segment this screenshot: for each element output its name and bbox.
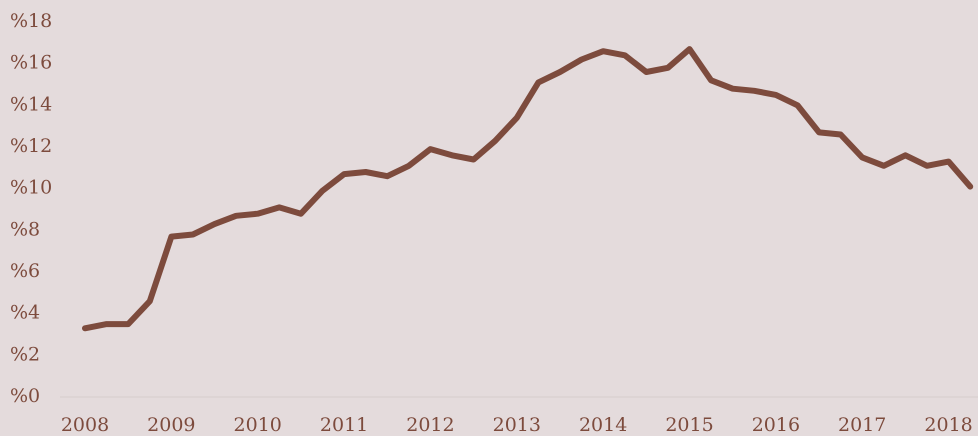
x-tick-label: 2013	[493, 414, 541, 436]
y-tick-label: %6	[10, 260, 40, 282]
x-tick-label: 2011	[320, 414, 368, 436]
x-tick-label: 2015	[665, 414, 713, 436]
line	[82, 46, 974, 332]
y-tick-label: %14	[10, 93, 52, 115]
x-tick-label: 2017	[838, 414, 886, 436]
y-tick-label: %8	[10, 218, 40, 240]
x-tick-label: 2008	[61, 414, 109, 436]
x-tick-label: 2010	[234, 414, 282, 436]
y-tick-label: %18	[10, 10, 52, 32]
y-tick-label: %12	[10, 135, 52, 157]
x-tick-label: 2018	[924, 414, 972, 436]
x-tick-label: 2009	[147, 414, 195, 436]
y-tick-label: %16	[10, 52, 52, 74]
x-tick-label: 2014	[579, 414, 627, 436]
x-tick-label: 2016	[752, 414, 800, 436]
x-tick-label: 2012	[406, 414, 454, 436]
y-tick-label: %0	[10, 385, 40, 407]
y-tick-label: %10	[10, 177, 52, 199]
y-tick-label: %2	[10, 343, 40, 365]
y-tick-label: %4	[10, 302, 40, 324]
